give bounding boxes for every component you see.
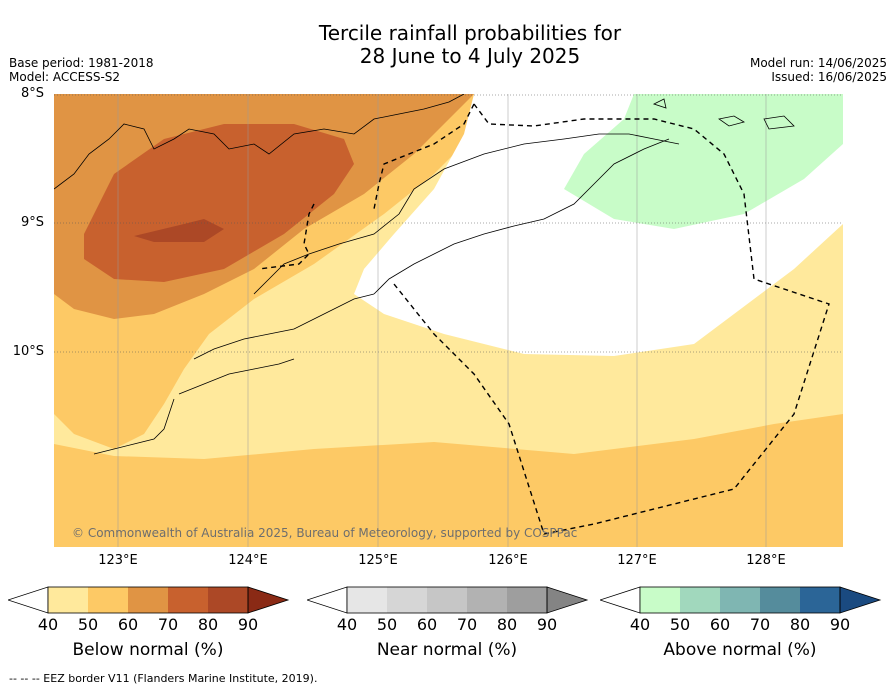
cb2-tick-50: 50: [376, 615, 398, 634]
cb3-tick-80: 80: [789, 615, 811, 634]
cb3-label: Above normal (%): [663, 640, 817, 660]
cb2-label: Near normal (%): [376, 640, 518, 660]
cb2-tick-70: 70: [456, 615, 478, 634]
cb2-tick-90: 90: [536, 615, 558, 634]
cb1-tick-40: 40: [37, 615, 59, 634]
cb1-tick-70: 70: [157, 615, 179, 634]
cb1-tick-90: 90: [237, 615, 259, 634]
cb3-tick-60: 60: [709, 615, 731, 634]
cb2-tick-60: 60: [416, 615, 438, 634]
cb1-tick-60: 60: [117, 615, 139, 634]
lon-label-127e: 127°E: [617, 553, 657, 568]
colorbar-below-normal: [8, 586, 290, 614]
region-below-80: [84, 124, 354, 282]
coastline: [54, 94, 795, 455]
lon-label-128e: 128°E: [746, 553, 786, 568]
gridlines: [54, 94, 843, 353]
lon-label-124e: 124°E: [228, 553, 268, 568]
eez-border: [258, 103, 830, 535]
issued-label: Issued: 16/06/2025: [771, 70, 887, 84]
title-line-1: Tercile rainfall probabilities for: [318, 21, 622, 45]
region-below-90: [134, 219, 224, 242]
cb1-tick-50: 50: [77, 615, 99, 634]
cb2-tick-80: 80: [496, 615, 518, 634]
cb1-label: Below normal (%): [72, 640, 224, 660]
model-label: Model: ACCESS-S2: [9, 70, 121, 84]
lat-label-10s: 10°S: [12, 344, 44, 359]
cb2-tick-40: 40: [336, 615, 358, 634]
cb3-tick-70: 70: [749, 615, 771, 634]
lat-label-9s: 9°S: [20, 215, 44, 230]
footer-eez-note: -- -- -- EEZ border V11 (Flanders Marine…: [9, 672, 318, 685]
model-run-label: Model run: 14/06/2025: [749, 56, 887, 70]
lon-label-125e: 125°E: [358, 553, 398, 568]
rainfall-probability-map: © Commonwealth of Australia 2025, Bureau…: [54, 94, 843, 547]
colorbar-near-normal: [307, 586, 589, 614]
cb3-tick-90: 90: [829, 615, 851, 634]
region-below-60-south: [54, 414, 843, 547]
cb1-tick-80: 80: [197, 615, 219, 634]
lon-label-126e: 126°E: [488, 553, 528, 568]
lat-label-8s: 8°S: [20, 86, 44, 101]
cb3-tick-50: 50: [669, 615, 691, 634]
meta-left: Base period: 1981-2018 Model: ACCESS-S2: [9, 56, 154, 84]
copyright-text: © Commonwealth of Australia 2025, Bureau…: [72, 526, 577, 540]
title-line-2: 28 June to 4 July 2025: [359, 44, 581, 68]
meridians: [117, 94, 767, 547]
cb3-tick-40: 40: [629, 615, 651, 634]
base-period-label: Base period: 1981-2018: [9, 56, 154, 70]
region-above-50: [564, 94, 843, 229]
colorbar-above-normal: [600, 586, 882, 614]
meta-right: Model run: 14/06/2025 Issued: 16/06/2025: [750, 56, 887, 84]
lon-label-123e: 123°E: [98, 553, 138, 568]
